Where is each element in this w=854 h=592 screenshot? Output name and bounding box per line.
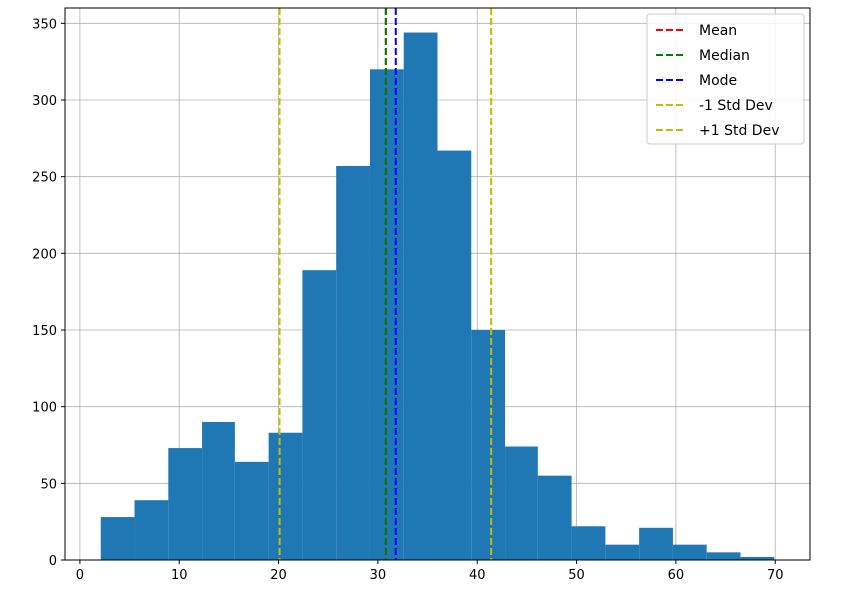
- legend-box: [646, 13, 805, 145]
- plot-frame: [64, 7, 811, 561]
- legend: Mean Median Mode -1 Std Dev +1 Std Dev: [646, 13, 805, 145]
- histogram-bar: [336, 165, 370, 560]
- x-tick-label: 40: [469, 568, 486, 583]
- histogram-bar: [437, 150, 472, 560]
- y-tick-label: 50: [40, 477, 57, 492]
- histogram-bar: [537, 475, 572, 560]
- histogram-bar: [471, 330, 506, 560]
- histogram-bar: [134, 500, 169, 560]
- histogram-bar: [706, 552, 741, 560]
- y-tick-label: 250: [32, 171, 57, 186]
- histogram-bar: [202, 422, 235, 560]
- y-tick-label: 200: [32, 247, 57, 262]
- histogram-bar: [100, 517, 135, 560]
- x-axis-ticks: 0 10 20 30 40 50 60 70: [76, 560, 784, 583]
- legend-label: -1 Std Dev: [699, 98, 773, 114]
- y-axis-ticks: 0 50 100 150 200 250 300 350: [32, 17, 65, 569]
- histogram-bar: [234, 461, 269, 560]
- histogram-bar: [639, 527, 673, 560]
- legend-label: Mode: [699, 73, 737, 89]
- histogram-bar: [571, 526, 606, 560]
- y-tick-label: 0: [49, 554, 57, 569]
- histogram-bar: [672, 544, 707, 560]
- y-tick-label: 100: [32, 401, 57, 416]
- histogram-bar: [168, 448, 203, 560]
- x-tick-label: 50: [568, 568, 585, 583]
- legend-label: Mean: [699, 23, 737, 39]
- histogram-bar: [302, 270, 337, 560]
- x-tick-label: 10: [171, 568, 188, 583]
- x-tick-label: 20: [270, 568, 287, 583]
- reference-lines: [278, 8, 493, 560]
- histogram-bar: [605, 544, 640, 560]
- y-tick-label: 150: [32, 324, 57, 339]
- x-tick-label: 30: [370, 568, 387, 583]
- x-tick-label: 60: [668, 568, 685, 583]
- x-tick-label: 0: [76, 568, 84, 583]
- legend-label: Median: [699, 48, 750, 64]
- y-tick-label: 300: [32, 94, 57, 109]
- legend-label: +1 Std Dev: [699, 123, 779, 139]
- histogram-bar: [268, 432, 303, 560]
- histogram-bar: [403, 32, 438, 561]
- histogram-bar: [740, 556, 775, 560]
- x-tick-label: 70: [767, 568, 784, 583]
- histogram-bar: [505, 446, 538, 560]
- y-tick-label: 350: [32, 17, 57, 32]
